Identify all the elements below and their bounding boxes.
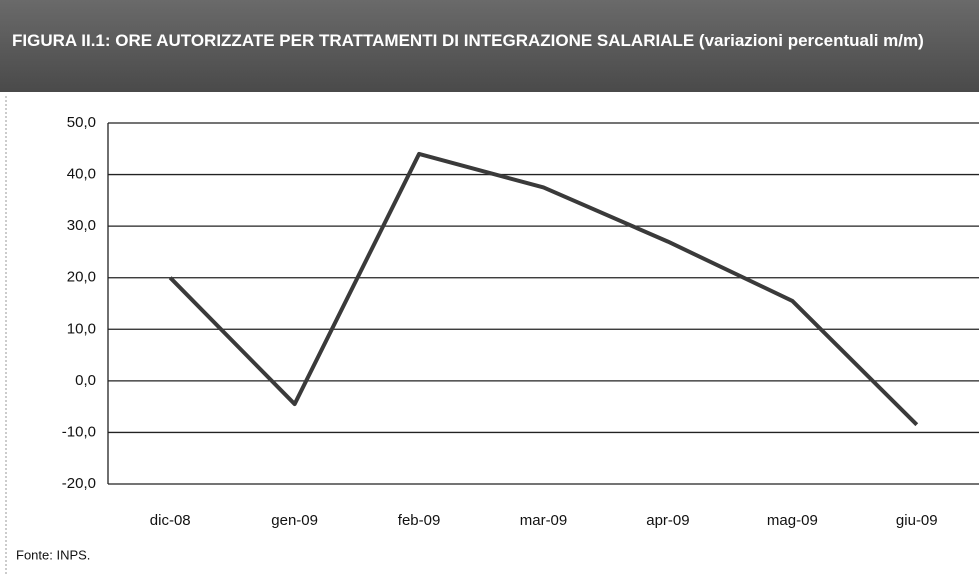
x-tick-label: mar-09 [520,512,568,529]
header-band: FIGURA II.1: ORE AUTORIZZATE PER TRATTAM… [0,0,979,92]
y-tick-label: 10,0 [67,320,96,337]
x-tick-label: mag-09 [767,512,818,529]
y-tick-label: 50,0 [67,114,96,131]
y-tick-label: 0,0 [75,372,96,389]
y-tick-label: 40,0 [67,166,96,183]
x-tick-label: apr-09 [646,512,689,529]
y-tick-label: -10,0 [62,423,96,440]
x-tick-label: feb-09 [398,512,441,529]
data-line [168,151,919,427]
x-tick-label: giu-09 [896,512,938,529]
x-tick-label: gen-09 [271,512,318,529]
x-tick-label: dic-08 [150,512,191,529]
y-tick-label: -20,0 [62,475,96,492]
y-tick-label: 20,0 [67,269,96,286]
y-tick-label: 30,0 [67,217,96,234]
chart-title: FIGURA II.1: ORE AUTORIZZATE PER TRATTAM… [12,31,924,50]
source-note: Fonte: INPS. [16,547,90,562]
